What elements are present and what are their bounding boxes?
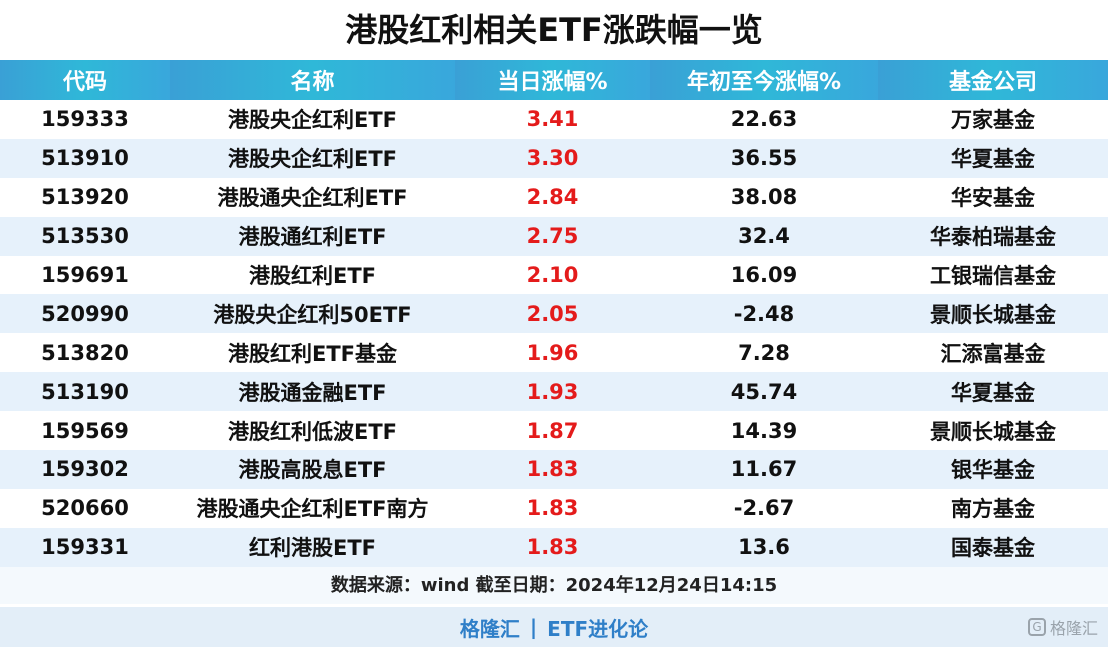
cell-code: 159569: [0, 411, 170, 451]
cell-code: 520990: [0, 294, 170, 334]
cell-daily-change: 1.96: [455, 333, 650, 373]
table-row: 513820 港股红利ETF基金 1.96 7.28 汇添富基金: [0, 333, 1108, 373]
footer-bar: 格隆汇 | ETF进化论: [0, 607, 1108, 647]
cell-ytd-change: 7.28: [650, 333, 878, 373]
cell-code: 159691: [0, 255, 170, 295]
cell-daily-change: 2.05: [455, 294, 650, 334]
watermark-logo-icon: G: [1027, 618, 1046, 636]
footer-separator: |: [529, 615, 538, 639]
cell-name: 港股高股息ETF: [170, 450, 455, 489]
cell-name: 港股通红利ETF: [170, 216, 455, 256]
cell-name: 港股红利低波ETF: [170, 411, 455, 451]
source-note: 数据来源：wind 截至日期：2024年12月24日14:15: [0, 566, 1108, 604]
cell-name: 港股央企红利50ETF: [170, 294, 455, 334]
cell-daily-change: 1.83: [455, 450, 650, 489]
cell-ytd-change: 22.63: [650, 100, 878, 139]
cell-daily-change: 1.83: [455, 488, 650, 528]
cell-ytd-change: -2.48: [650, 294, 878, 334]
cell-name: 港股通金融ETF: [170, 372, 455, 412]
table-row: 159333 港股央企红利ETF 3.41 22.63 万家基金: [0, 100, 1108, 139]
cell-ytd-change: 32.4: [650, 216, 878, 256]
cell-code: 513920: [0, 177, 170, 217]
cell-code: 513530: [0, 216, 170, 256]
cell-code: 513190: [0, 372, 170, 412]
cell-code: 513820: [0, 333, 170, 373]
cell-code: 159331: [0, 527, 170, 567]
cell-fund-company: 汇添富基金: [878, 333, 1108, 373]
cell-ytd-change: 11.67: [650, 450, 878, 489]
cell-ytd-change: -2.67: [650, 488, 878, 528]
table-row: 159331 红利港股ETF 1.83 13.6 国泰基金: [0, 527, 1108, 567]
cell-fund-company: 国泰基金: [878, 527, 1108, 567]
cell-daily-change: 1.83: [455, 527, 650, 567]
table-row: 159302 港股高股息ETF 1.83 11.67 银华基金: [0, 450, 1108, 489]
header-daily-change: 当日涨幅%: [455, 60, 650, 100]
cell-daily-change: 2.10: [455, 255, 650, 295]
page-title: 港股红利相关ETF涨跌幅一览: [345, 11, 763, 49]
cell-fund-company: 南方基金: [878, 488, 1108, 528]
table-row: 513920 港股通央企红利ETF 2.84 38.08 华安基金: [0, 177, 1108, 217]
cell-fund-company: 景顺长城基金: [878, 411, 1108, 451]
header-name: 名称: [170, 60, 455, 100]
cell-code: 159333: [0, 100, 170, 139]
header-fund-company: 基金公司: [878, 60, 1108, 100]
cell-name: 港股央企红利ETF: [170, 100, 455, 139]
cell-code: 513910: [0, 138, 170, 178]
cell-daily-change: 3.41: [455, 100, 650, 139]
table-row: 159691 港股红利ETF 2.10 16.09 工银瑞信基金: [0, 255, 1108, 295]
cell-daily-change: 1.87: [455, 411, 650, 451]
cell-code: 159302: [0, 450, 170, 489]
cell-ytd-change: 14.39: [650, 411, 878, 451]
cell-ytd-change: 16.09: [650, 255, 878, 295]
cell-ytd-change: 13.6: [650, 527, 878, 567]
table-row: 513190 港股通金融ETF 1.93 45.74 华夏基金: [0, 372, 1108, 412]
header-code: 代码: [0, 60, 170, 100]
header-ytd-change: 年初至今涨幅%: [650, 60, 878, 100]
cell-fund-company: 华泰柏瑞基金: [878, 216, 1108, 256]
watermark: G 格隆汇: [1027, 615, 1098, 639]
table-row: 520660 港股通央企红利ETF南方 1.83 -2.67 南方基金: [0, 488, 1108, 528]
table-row: 513530 港股通红利ETF 2.75 32.4 华泰柏瑞基金: [0, 216, 1108, 256]
cell-name: 港股通央企红利ETF南方: [170, 488, 455, 528]
cell-daily-change: 3.30: [455, 138, 650, 178]
table-row: 513910 港股央企红利ETF 3.30 36.55 华夏基金: [0, 138, 1108, 178]
cell-name: 港股红利ETF基金: [170, 333, 455, 373]
cell-name: 港股央企红利ETF: [170, 138, 455, 178]
cell-daily-change: 2.75: [455, 216, 650, 256]
cell-fund-company: 华夏基金: [878, 372, 1108, 412]
cell-name: 港股通央企红利ETF: [170, 177, 455, 217]
cell-name: 港股红利ETF: [170, 255, 455, 295]
table-header-row: 代码 名称 当日涨幅% 年初至今涨幅% 基金公司: [0, 60, 1108, 100]
footer-brand: 格隆汇: [459, 616, 520, 641]
cell-daily-change: 1.93: [455, 372, 650, 412]
cell-fund-company: 景顺长城基金: [878, 294, 1108, 334]
table-row: 520990 港股央企红利50ETF 2.05 -2.48 景顺长城基金: [0, 294, 1108, 334]
cell-daily-change: 2.84: [455, 177, 650, 217]
table-row: 159569 港股红利低波ETF 1.87 14.39 景顺长城基金: [0, 411, 1108, 451]
cell-ytd-change: 45.74: [650, 372, 878, 412]
cell-fund-company: 万家基金: [878, 100, 1108, 139]
etf-table: 代码 名称 当日涨幅% 年初至今涨幅% 基金公司 159333 港股央企红利ETF…: [0, 60, 1108, 567]
cell-fund-company: 工银瑞信基金: [878, 255, 1108, 295]
cell-code: 520660: [0, 488, 170, 528]
cell-ytd-change: 36.55: [650, 138, 878, 178]
cell-fund-company: 华夏基金: [878, 138, 1108, 178]
cell-fund-company: 银华基金: [878, 450, 1108, 489]
cell-name: 红利港股ETF: [170, 527, 455, 567]
footer-column: ETF进化论: [547, 616, 649, 641]
watermark-text: 格隆汇: [1049, 619, 1098, 638]
cell-fund-company: 华安基金: [878, 177, 1108, 217]
cell-ytd-change: 38.08: [650, 177, 878, 217]
